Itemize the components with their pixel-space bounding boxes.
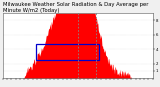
Text: Milwaukee Weather Solar Radiation & Day Average per Minute W/m2 (Today): Milwaukee Weather Solar Radiation & Day … xyxy=(3,2,148,13)
Bar xyxy=(36,44,99,60)
